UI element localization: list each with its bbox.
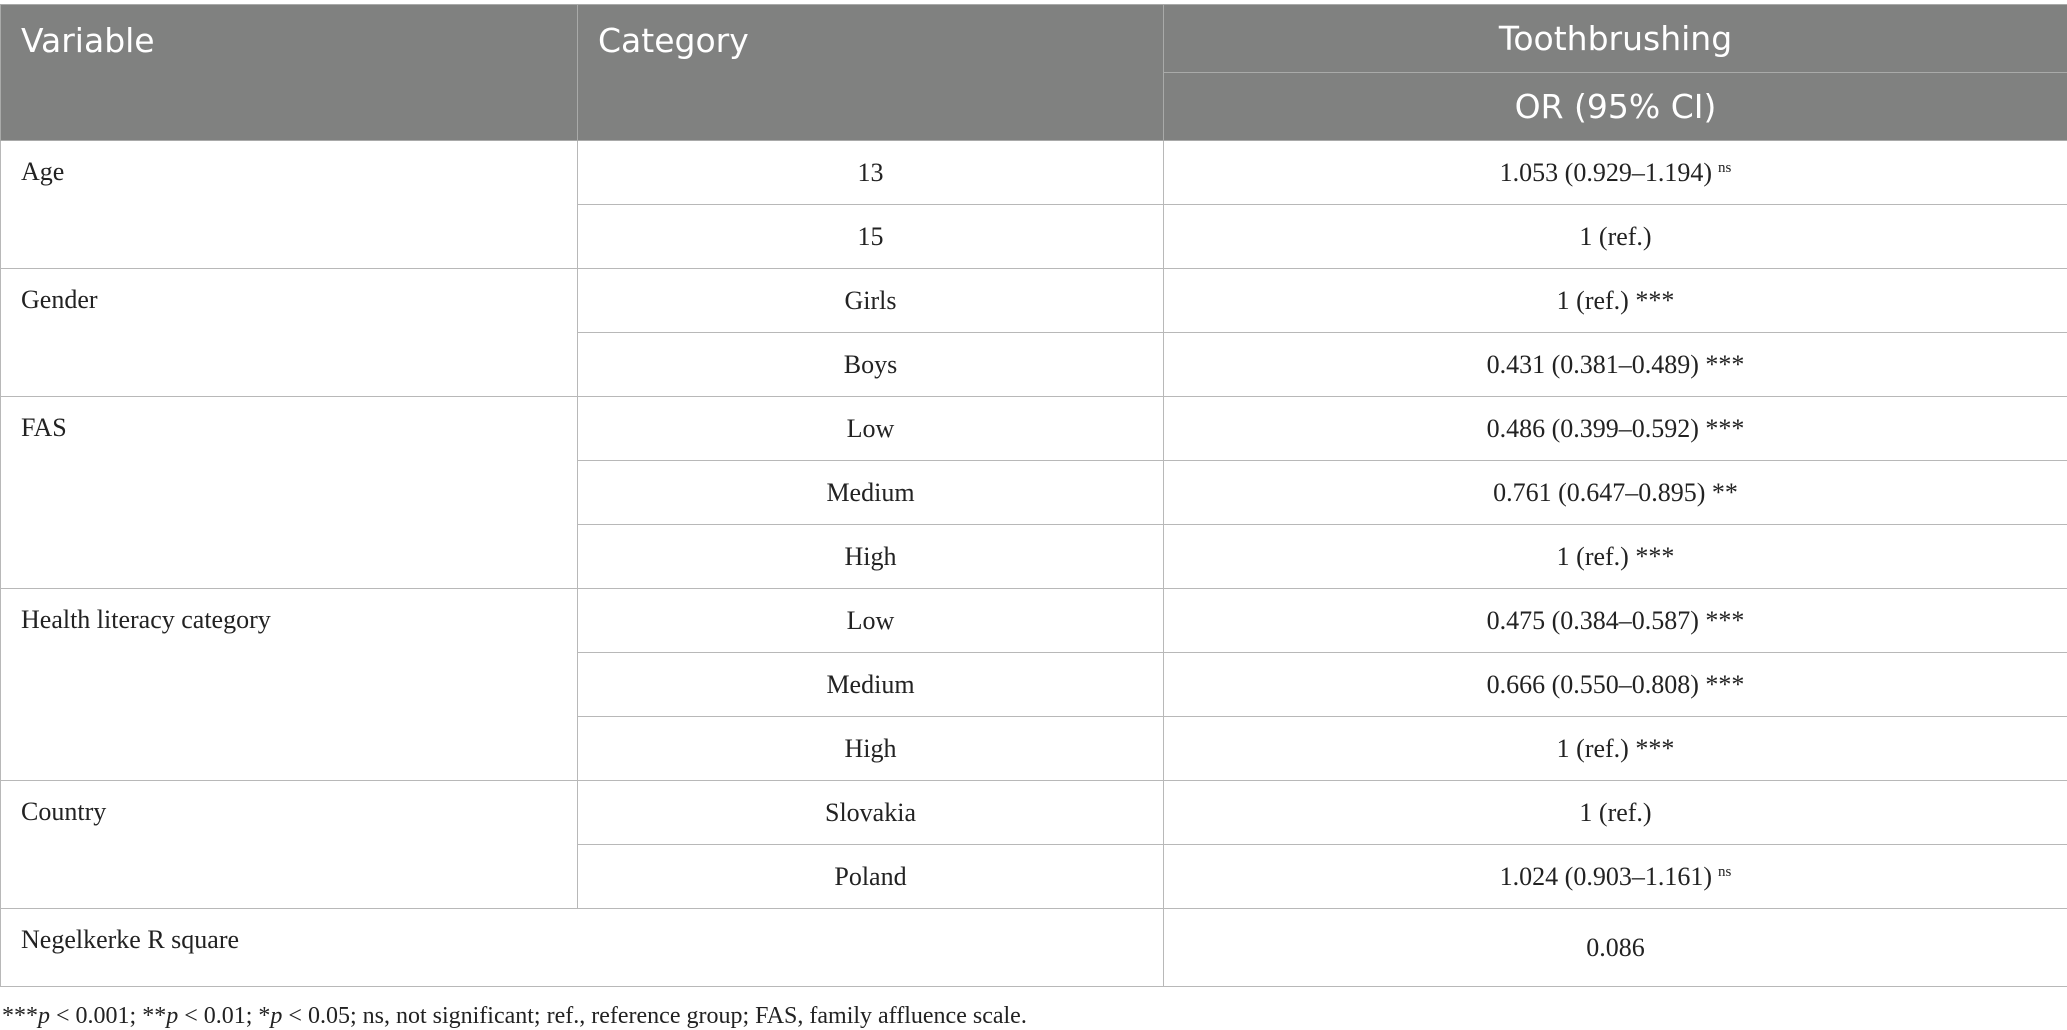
odds-ratio: 0.431 (0.381–0.489) <box>1487 350 1699 379</box>
category-cell: Low <box>578 397 1164 461</box>
significance: *** <box>1705 414 1744 443</box>
odds-ratio: 1.053 (0.929–1.194) <box>1500 158 1712 187</box>
footnote-text: < 0.01; * <box>178 1003 270 1029</box>
odds-ratio: 1 (ref.) <box>1579 222 1651 251</box>
significance: ns <box>1718 864 1731 880</box>
significance: *** <box>1635 734 1674 763</box>
header-row: Variable Category Toothbrushing <box>1 5 2067 73</box>
header-cell: OR (95% CI) <box>1164 73 2067 141</box>
variable-cell: Age <box>1 141 578 269</box>
header-cell: Variable <box>1 5 578 141</box>
value-cell: 1 (ref.) *** <box>1164 525 2067 589</box>
category-cell: 13 <box>578 141 1164 205</box>
odds-ratio: 1 (ref.) <box>1557 542 1629 571</box>
value-cell: 0.761 (0.647–0.895) ** <box>1164 461 2067 525</box>
variable-cell: Country <box>1 781 578 909</box>
significance: ** <box>1712 478 1738 507</box>
odds-ratio: 1 (ref.) <box>1579 798 1651 827</box>
value-cell: 1 (ref.) <box>1164 205 2067 269</box>
summary-label: Negelkerke R square <box>1 909 1164 987</box>
category-cell: Low <box>578 589 1164 653</box>
category-cell: Girls <box>578 269 1164 333</box>
category-cell: Slovakia <box>578 781 1164 845</box>
category-cell: High <box>578 717 1164 781</box>
footnote-text: < 0.001; ** <box>50 1003 166 1029</box>
significance: *** <box>1705 606 1744 635</box>
category-cell: Medium <box>578 653 1164 717</box>
significance: *** <box>1705 670 1744 699</box>
footnote-text: < 0.05; ns, not significant; ref., refer… <box>282 1003 1026 1029</box>
odds-ratio: 0.761 (0.647–0.895) <box>1493 478 1705 507</box>
value-cell: 1 (ref.) *** <box>1164 717 2067 781</box>
results-table: Variable Category Toothbrushing OR (95% … <box>0 4 2067 987</box>
footnote-text: p <box>38 1003 50 1029</box>
odds-ratio: 1 (ref.) <box>1557 286 1629 315</box>
significance: *** <box>1635 286 1674 315</box>
variable-cell: Gender <box>1 269 578 397</box>
odds-ratio: 0.486 (0.399–0.592) <box>1487 414 1699 443</box>
value-cell: 0.431 (0.381–0.489) *** <box>1164 333 2067 397</box>
value-cell: 1 (ref.) *** <box>1164 269 2067 333</box>
odds-ratio: 1.024 (0.903–1.161) <box>1500 862 1712 891</box>
variable-cell: Health literacy category <box>1 589 578 781</box>
value-cell: 0.666 (0.550–0.808) *** <box>1164 653 2067 717</box>
variable-cell: FAS <box>1 397 578 589</box>
header-cell: Category <box>578 5 1164 141</box>
significance: *** <box>1705 350 1744 379</box>
category-cell: High <box>578 525 1164 589</box>
category-cell: Poland <box>578 845 1164 909</box>
footnote: ***p < 0.001; **p < 0.01; *p < 0.05; ns,… <box>0 1003 2067 1030</box>
odds-ratio: 0.666 (0.550–0.808) <box>1487 670 1699 699</box>
footnote-text: p <box>270 1003 282 1029</box>
significance: *** <box>1635 542 1674 571</box>
page: Variable Category Toothbrushing OR (95% … <box>0 4 2067 1003</box>
value-cell: 0.475 (0.384–0.587) *** <box>1164 589 2067 653</box>
value-cell: 1.024 (0.903–1.161) ns <box>1164 845 2067 909</box>
summary-value: 0.086 <box>1164 909 2067 987</box>
footnote-text: p <box>166 1003 178 1029</box>
odds-ratio: 0.475 (0.384–0.587) <box>1487 606 1699 635</box>
significance: ns <box>1718 160 1731 176</box>
value-cell: 1 (ref.) <box>1164 781 2067 845</box>
category-cell: Medium <box>578 461 1164 525</box>
header-cell: Toothbrushing <box>1164 5 2067 73</box>
category-cell: Boys <box>578 333 1164 397</box>
value-cell: 0.486 (0.399–0.592) *** <box>1164 397 2067 461</box>
value-cell: 1.053 (0.929–1.194) ns <box>1164 141 2067 205</box>
odds-ratio: 1 (ref.) <box>1557 734 1629 763</box>
footnote-text: *** <box>2 1003 38 1029</box>
category-cell: 15 <box>578 205 1164 269</box>
